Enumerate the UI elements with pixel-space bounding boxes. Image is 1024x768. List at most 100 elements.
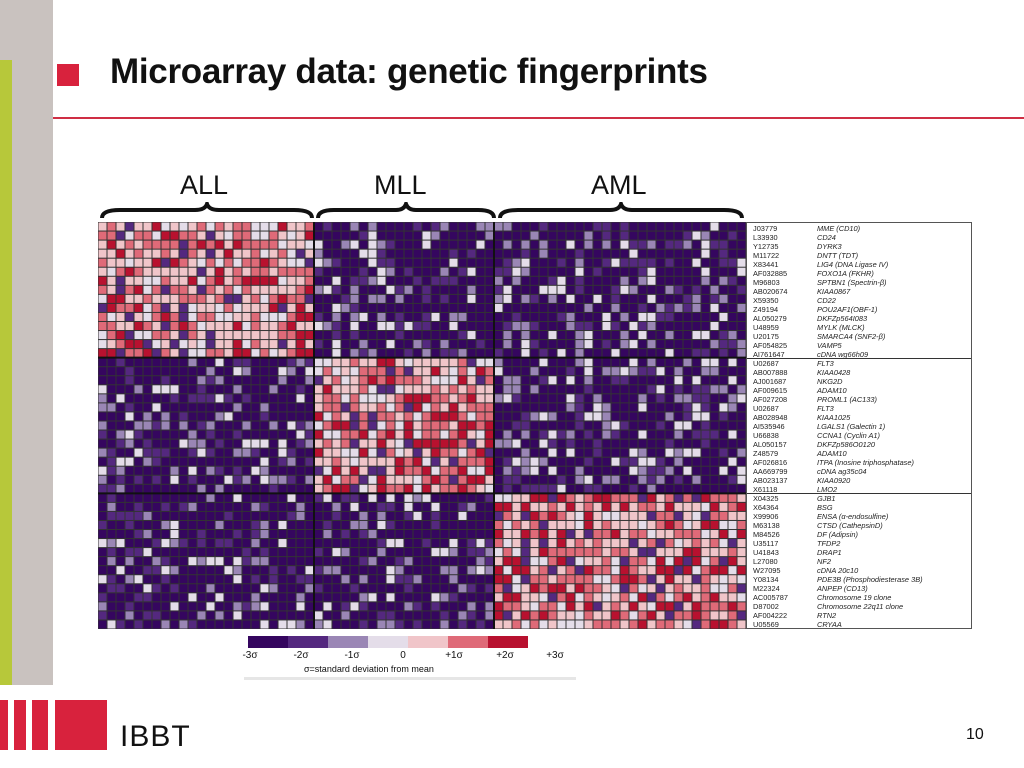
gene-accession: U05569 — [753, 620, 779, 629]
gene-symbol: ADAM10 — [817, 449, 847, 458]
gene-accession: AF009615 — [753, 386, 788, 395]
gene-symbol: MYLK (MLCK) — [817, 323, 865, 332]
gene-accession: U20175 — [753, 332, 779, 341]
gene-accession: X99906 — [753, 512, 779, 521]
gene-symbol: POU2AF1(OBF-1) — [817, 305, 878, 314]
gene-accession: U41843 — [753, 548, 779, 557]
gene-symbol: FLT3 — [817, 404, 834, 413]
gene-symbol: NF2 — [817, 557, 831, 566]
gene-accession: Y12735 — [753, 242, 779, 251]
gene-accession: L27080 — [753, 557, 778, 566]
gene-accession: M22324 — [753, 584, 780, 593]
legend-tick: -3σ — [242, 650, 258, 661]
gene-accession: X83441 — [753, 260, 779, 269]
gene-symbol: SPTBN1 (Spectrin-β) — [817, 278, 887, 287]
gene-accession: X64364 — [753, 503, 779, 512]
gene-accession: AC005787 — [753, 593, 788, 602]
gene-accession: M11722 — [753, 251, 780, 260]
gene-accession: AA669799 — [753, 467, 788, 476]
gene-accession: AF032885 — [753, 269, 788, 278]
slide-side-green-bar — [0, 60, 12, 685]
legend-swatch — [368, 636, 408, 648]
legend-tick: -1σ — [344, 650, 360, 661]
gene-symbol: PROML1 (AC133) — [817, 395, 877, 404]
legend-swatch — [448, 636, 488, 648]
gene-symbol: RTN2 — [817, 611, 837, 620]
gene-accession: M84526 — [753, 530, 780, 539]
gene-accession: AF027208 — [753, 395, 788, 404]
gene-symbol: MME (CD10) — [817, 224, 861, 233]
expression-heatmap — [98, 222, 746, 629]
gene-symbol: ANPEP (CD13) — [817, 584, 868, 593]
gene-symbol: KIAA0428 — [817, 368, 851, 377]
gene-block-separator — [747, 493, 971, 494]
logo-bar — [0, 700, 8, 750]
legend-swatch — [288, 636, 328, 648]
legend-swatch — [328, 636, 368, 648]
gene-symbol: ADAM10 — [817, 386, 847, 395]
gene-symbol: DNTT (TDT) — [817, 251, 859, 260]
gene-symbol: Chromosome 19 clone — [817, 593, 892, 602]
gene-accession: X04325 — [753, 494, 779, 503]
gene-accession: U48959 — [753, 323, 779, 332]
group-brace-aml — [498, 202, 744, 219]
legend-swatch — [488, 636, 528, 648]
gene-symbol: cDNA 20c10 — [817, 566, 859, 575]
group-label-mll: MLL — [374, 170, 427, 200]
legend-swatch — [248, 636, 288, 648]
gene-symbol: KIAA0920 — [817, 476, 851, 485]
legend-tick: 0 — [400, 650, 406, 661]
gene-symbol: DKFZp564I083 — [817, 314, 868, 323]
legend-tick: +2σ — [496, 650, 514, 661]
gene-symbol: LIG4 (DNA Ligase IV) — [817, 260, 889, 269]
gene-symbol: DKFZp586O0120 — [817, 440, 875, 449]
gene-symbol: FLT3 — [817, 359, 834, 368]
gene-symbol: KIAA0867 — [817, 287, 851, 296]
logo-bar — [32, 700, 48, 750]
gene-symbol: DF (Adipsin) — [817, 530, 858, 539]
gene-accession: J03779 — [753, 224, 778, 233]
page-number: 10 — [966, 726, 984, 743]
gene-symbol: DRAP1 — [817, 548, 842, 557]
title-rule — [53, 117, 1024, 119]
gene-accession: AB023137 — [753, 476, 788, 485]
legend-caption: σ=standard deviation from mean — [304, 664, 434, 674]
gene-accession: D87002 — [753, 602, 779, 611]
slide-title: Microarray data: genetic fingerprints — [110, 52, 708, 91]
gene-symbol: ITPA (Inosine triphosphatase) — [817, 458, 914, 467]
gene-symbol: CD24 — [817, 233, 836, 242]
group-label-aml: AML — [591, 170, 647, 200]
gene-accession: AB020674 — [753, 287, 788, 296]
group-brace-all — [100, 202, 314, 219]
gene-symbol: DYRK3 — [817, 242, 842, 251]
gene-accession: AF004222 — [753, 611, 788, 620]
gene-symbol: ENSA (α-endosulfine) — [817, 512, 889, 521]
gene-accession: U35117 — [753, 539, 779, 548]
gene-symbol: TFDP2 — [817, 539, 841, 548]
gene-symbol: cDNA ag35c04 — [817, 467, 867, 476]
gene-symbol: Chromosome 22q11 clone — [817, 602, 904, 611]
logo-bar — [14, 700, 26, 750]
gene-accession: AJ001687 — [753, 377, 787, 386]
group-label-all: ALL — [180, 170, 229, 200]
gene-accession: AL050279 — [753, 314, 787, 323]
gene-symbol: CTSD (CathepsinD) — [817, 521, 883, 530]
gene-symbol: KIAA1025 — [817, 413, 851, 422]
gene-accession: M63138 — [753, 521, 780, 530]
gene-symbol: LMO2 — [817, 485, 838, 494]
gene-accession: Y08134 — [753, 575, 779, 584]
legend-color-scale — [248, 636, 528, 648]
legend-tick: +1σ — [445, 650, 463, 661]
gene-symbol: CCNA1 (Cyclin A1) — [817, 431, 880, 440]
gene-block-separator — [747, 358, 971, 359]
gene-symbol: LGALS1 (Galectin 1) — [817, 422, 886, 431]
gene-accession: U02687 — [753, 359, 779, 368]
gene-accession: X61118 — [753, 485, 778, 494]
gene-accession: Z48579 — [753, 449, 779, 458]
gene-symbol: NKG2D — [817, 377, 843, 386]
gene-accession: AF026816 — [753, 458, 788, 467]
gene-accession: AI535946 — [753, 422, 785, 431]
legend-tick: -2σ — [293, 650, 309, 661]
title-bullet — [57, 64, 79, 86]
gene-accession: U02687 — [753, 404, 779, 413]
